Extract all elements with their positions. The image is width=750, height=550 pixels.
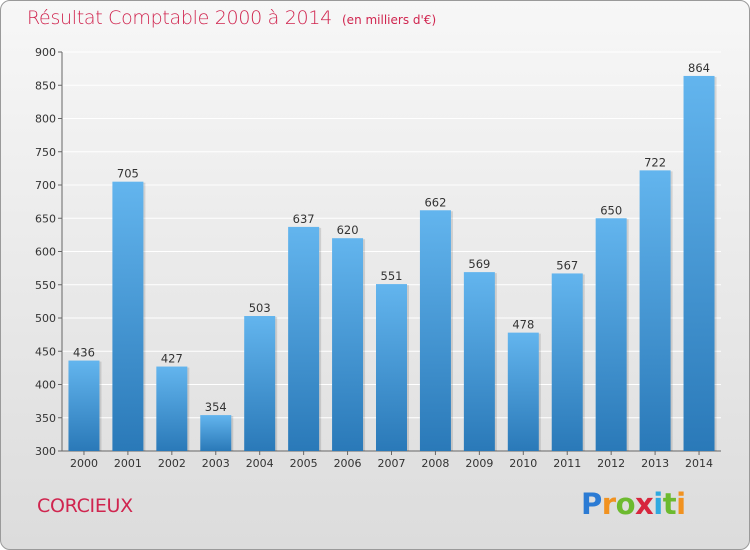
data-label-2006: 620 xyxy=(337,223,359,237)
x-tick-label-2010: 2010 xyxy=(509,457,537,470)
y-tick-label: 750 xyxy=(35,146,56,159)
bar-2010 xyxy=(507,332,539,451)
bar-2003 xyxy=(200,415,232,451)
data-label-2004: 503 xyxy=(249,301,271,315)
data-label-2000: 436 xyxy=(73,346,95,360)
chart-title: Résultat Comptable 2000 à 2014 xyxy=(27,7,332,29)
x-tick-label-2001: 2001 xyxy=(114,457,142,470)
chart-subtitle: (en milliers d'€) xyxy=(342,13,437,27)
data-label-2013: 722 xyxy=(644,155,666,169)
data-label-2011: 567 xyxy=(556,258,578,272)
x-tick-label-2011: 2011 xyxy=(553,457,581,470)
data-label-2003: 354 xyxy=(205,400,227,414)
bar-2002 xyxy=(156,366,188,451)
town-name: CORCIEUX xyxy=(37,495,133,517)
y-tick-label: 550 xyxy=(35,279,56,292)
y-tick-label: 850 xyxy=(35,79,56,92)
data-label-2010: 478 xyxy=(512,318,534,332)
x-tick-label-2012: 2012 xyxy=(597,457,625,470)
bar-2000 xyxy=(68,360,100,451)
x-tick-label-2003: 2003 xyxy=(202,457,230,470)
x-tick-label-2013: 2013 xyxy=(641,457,669,470)
y-tick-label: 600 xyxy=(35,246,56,259)
x-tick-label-2009: 2009 xyxy=(465,457,493,470)
bar-2004 xyxy=(244,316,276,451)
x-tick-label-2006: 2006 xyxy=(334,457,362,470)
x-tick-label-2000: 2000 xyxy=(70,457,98,470)
bar-2014 xyxy=(683,75,715,451)
data-label-2012: 650 xyxy=(600,203,622,217)
bar-2006 xyxy=(332,238,364,451)
axes: 300 350 400 450 500 550 600 650 700 750 800 850 900 xyxy=(35,46,721,458)
data-label-2007: 551 xyxy=(381,269,403,283)
x-tick-label-2007: 2007 xyxy=(378,457,406,470)
x-tick-label-2005: 2005 xyxy=(290,457,318,470)
bar-2013 xyxy=(639,170,671,451)
bar-2008 xyxy=(419,210,451,451)
proxiti-logo[interactable]: Proxiti xyxy=(581,487,686,521)
y-tick-label: 450 xyxy=(35,345,56,358)
bar-2005 xyxy=(288,226,320,451)
bar-2009 xyxy=(463,272,495,451)
x-tick-label-2014: 2014 xyxy=(685,457,713,470)
data-label-2001: 705 xyxy=(117,167,139,181)
y-tick-label: 800 xyxy=(35,113,56,126)
data-label-2008: 662 xyxy=(424,195,446,209)
data-label-2014: 864 xyxy=(688,61,710,75)
labels: 436 2000 705 2001 427 2002 354 2003 503 2004 637 20… xyxy=(70,61,713,470)
y-tick-label: 900 xyxy=(35,46,56,59)
data-label-2005: 637 xyxy=(293,212,315,226)
y-tick-label: 350 xyxy=(35,412,56,425)
data-label-2009: 569 xyxy=(468,257,490,271)
bar-2011 xyxy=(551,273,583,451)
bar-2012 xyxy=(595,218,627,451)
y-tick-label: 300 xyxy=(35,445,56,458)
x-tick-label-2002: 2002 xyxy=(158,457,186,470)
bar-2007 xyxy=(376,284,407,451)
x-tick-label-2008: 2008 xyxy=(421,457,449,470)
y-tick-label: 700 xyxy=(35,179,56,192)
y-tick-label: 650 xyxy=(35,212,56,225)
y-tick-label: 400 xyxy=(35,379,56,392)
x-tick-label-2004: 2004 xyxy=(246,457,274,470)
bar-2001 xyxy=(112,181,144,452)
bars xyxy=(68,75,717,452)
y-tick-label: 500 xyxy=(35,312,56,325)
data-label-2002: 427 xyxy=(161,352,183,366)
